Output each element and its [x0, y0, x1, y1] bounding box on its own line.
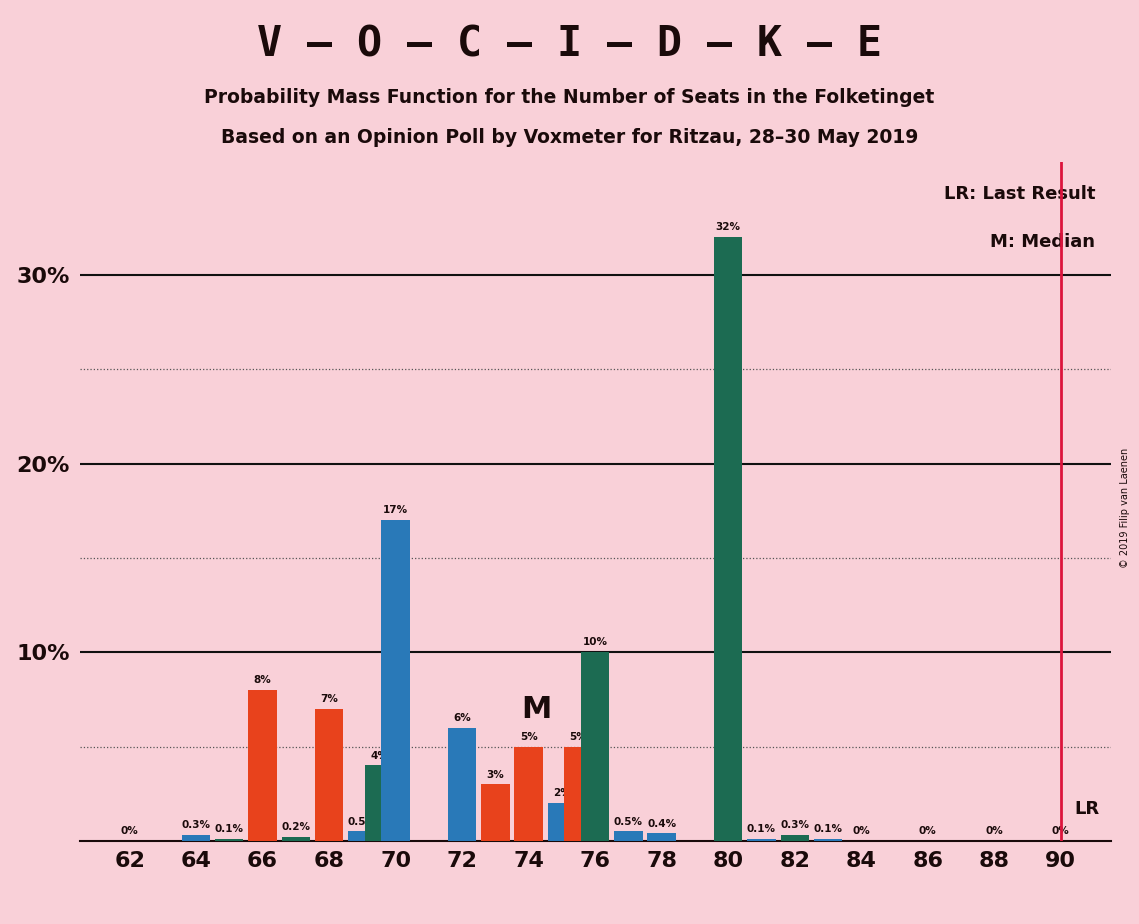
Text: LR: Last Result: LR: Last Result — [943, 186, 1095, 203]
Bar — [564, 747, 592, 841]
Text: 0.4%: 0.4% — [647, 819, 677, 829]
Text: 10%: 10% — [583, 638, 607, 648]
Text: 4%: 4% — [370, 750, 388, 760]
Bar — [647, 833, 675, 841]
Bar — [448, 728, 476, 841]
Bar — [182, 835, 211, 841]
Text: 2%: 2% — [554, 788, 571, 798]
Text: 0%: 0% — [852, 826, 870, 836]
Text: 17%: 17% — [383, 505, 408, 516]
Text: 3%: 3% — [486, 770, 505, 780]
Text: 0.5%: 0.5% — [347, 817, 377, 827]
Bar — [364, 765, 393, 841]
Text: 0.3%: 0.3% — [181, 821, 211, 831]
Bar — [714, 237, 743, 841]
Bar — [382, 520, 410, 841]
Text: 0.1%: 0.1% — [215, 824, 244, 834]
Text: 0.5%: 0.5% — [614, 817, 642, 827]
Text: 0%: 0% — [1051, 826, 1070, 836]
Text: M: M — [522, 695, 552, 723]
Bar — [548, 803, 576, 841]
Bar — [316, 709, 343, 841]
Text: 5%: 5% — [519, 732, 538, 742]
Text: 0%: 0% — [919, 826, 936, 836]
Bar — [215, 839, 244, 841]
Bar — [780, 835, 809, 841]
Bar — [281, 837, 310, 841]
Text: 0%: 0% — [985, 826, 1003, 836]
Text: Probability Mass Function for the Number of Seats in the Folketinget: Probability Mass Function for the Number… — [204, 88, 935, 107]
Text: Based on an Opinion Poll by Voxmeter for Ritzau, 28–30 May 2019: Based on an Opinion Poll by Voxmeter for… — [221, 128, 918, 147]
Text: 7%: 7% — [320, 694, 338, 704]
Text: M: Median: M: Median — [990, 233, 1095, 251]
Bar — [581, 652, 609, 841]
Text: 0%: 0% — [121, 826, 139, 836]
Bar — [747, 839, 776, 841]
Text: 0.1%: 0.1% — [813, 824, 843, 834]
Bar — [515, 747, 543, 841]
Bar — [248, 690, 277, 841]
Bar — [482, 784, 509, 841]
Bar — [813, 839, 842, 841]
Text: 0.3%: 0.3% — [780, 821, 809, 831]
Text: 0.2%: 0.2% — [281, 822, 310, 833]
Text: 0.1%: 0.1% — [747, 824, 776, 834]
Text: 32%: 32% — [715, 223, 740, 233]
Text: © 2019 Filip van Laenen: © 2019 Filip van Laenen — [1121, 448, 1130, 568]
Bar — [349, 832, 377, 841]
Text: 8%: 8% — [254, 675, 271, 686]
Text: LR: LR — [1074, 800, 1099, 819]
Bar — [614, 832, 642, 841]
Text: 5%: 5% — [570, 732, 588, 742]
Text: V – O – C – I – D – K – E: V – O – C – I – D – K – E — [257, 23, 882, 65]
Text: 6%: 6% — [453, 713, 472, 723]
